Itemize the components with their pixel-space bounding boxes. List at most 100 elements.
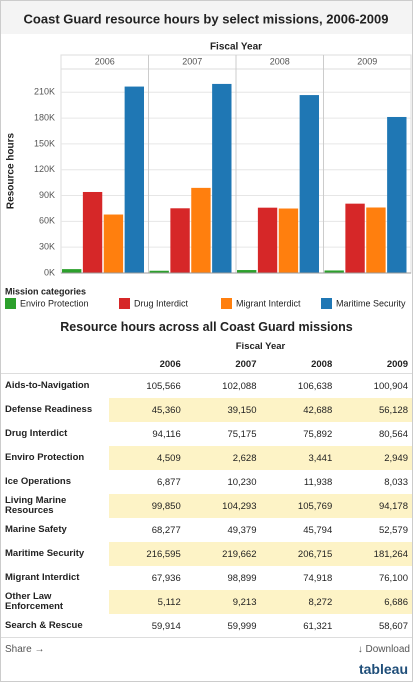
value-cell: 219,662 bbox=[184, 542, 261, 566]
bar bbox=[387, 116, 407, 274]
table-column-header: Fiscal Year bbox=[235, 340, 286, 352]
legend-label: Migrant Interdict bbox=[236, 298, 301, 308]
row-label: Aids-to-Navigation bbox=[5, 380, 90, 391]
value-cell: 106,638 bbox=[297, 380, 333, 392]
chart-title: Coast Guard resource hours by select mis… bbox=[24, 11, 389, 26]
legend-swatch bbox=[119, 298, 130, 309]
value-cell: 2,949 bbox=[336, 446, 412, 470]
value-cell: 181,264 bbox=[336, 542, 412, 566]
legend-title: Mission categories bbox=[5, 286, 86, 296]
table-row: Drug Interdict 94,116 75,175 75,892 80,564 bbox=[1, 422, 412, 446]
row-label: Other Law Enforcement bbox=[5, 591, 64, 612]
bar bbox=[257, 207, 278, 273]
bar bbox=[149, 270, 169, 273]
x-tick-label: 2006 bbox=[95, 56, 115, 66]
column-label: 2009 bbox=[336, 355, 412, 374]
bar bbox=[299, 95, 319, 273]
value-cell: 9,213 bbox=[184, 590, 261, 614]
y-tick-label: 180K bbox=[34, 112, 55, 122]
share-button[interactable]: Share → bbox=[5, 644, 45, 655]
value-cell: 3,441 bbox=[260, 446, 337, 470]
legend-swatch bbox=[221, 298, 232, 309]
bar bbox=[345, 203, 365, 273]
value-cell: 94,178 bbox=[336, 494, 412, 518]
value-cell: 76,100 bbox=[378, 572, 408, 584]
value-cell: 45,360 bbox=[109, 398, 185, 422]
value-cell: 206,715 bbox=[260, 542, 337, 566]
value-cell: 105,566 bbox=[146, 380, 181, 392]
table-row: Maritime Security 216,595 219,662 206,715 18… bbox=[1, 542, 412, 566]
x-tick-label: 2007 bbox=[182, 56, 202, 66]
bar bbox=[62, 269, 82, 273]
download-label: Download bbox=[365, 644, 410, 655]
y-tick-label: 60K bbox=[39, 216, 55, 226]
download-button[interactable]: ↓ Download bbox=[357, 644, 410, 655]
row-label: Living Marine Resources bbox=[5, 495, 67, 516]
bar bbox=[237, 270, 257, 273]
value-cell: 6,686 bbox=[336, 590, 412, 614]
value-cell: 74,918 bbox=[303, 572, 333, 584]
y-tick-label: 90K bbox=[39, 190, 55, 200]
row-label: Maritime Security bbox=[5, 548, 85, 559]
value-cell: 2,628 bbox=[184, 446, 261, 470]
value-cell: 58,607 bbox=[378, 620, 408, 632]
bar bbox=[324, 270, 344, 273]
table-row: Search & Rescue 59,914 59,999 61,321 58,607 bbox=[1, 614, 412, 638]
value-cell: 61,321 bbox=[303, 620, 333, 632]
x-tick-label: 2008 bbox=[270, 56, 290, 66]
y-tick-label: 120K bbox=[34, 164, 55, 174]
table-title: Resource hours across all Coast Guard mi… bbox=[60, 320, 353, 334]
row-label: Defense Readiness bbox=[5, 404, 93, 415]
corner-cell bbox=[1, 355, 109, 374]
value-cell: 94,116 bbox=[152, 428, 181, 440]
y-tick-label: 30K bbox=[39, 242, 55, 252]
value-cell: 45,794 bbox=[303, 524, 333, 536]
value-cell: 102,088 bbox=[222, 380, 257, 392]
value-cell: 8,272 bbox=[260, 590, 337, 614]
value-cell: 100,904 bbox=[373, 380, 408, 392]
legend-label: Enviro Protection bbox=[20, 298, 89, 308]
row-label: Migrant Interdict bbox=[5, 572, 80, 583]
table-panel: Resource hours across all Coast Guard mi… bbox=[1, 317, 412, 638]
table-row: Enviro Protection 4,509 2,628 3,441 2,949 bbox=[1, 446, 412, 470]
table-row: Defense Readiness 45,360 39,150 42,688 56,12… bbox=[1, 398, 412, 422]
bar bbox=[191, 187, 211, 273]
value-cell: 67,936 bbox=[151, 572, 181, 584]
bar bbox=[124, 86, 144, 273]
value-cell: 216,595 bbox=[109, 542, 185, 566]
table-row: Ice Operations 6,877 10,230 11,938 8,033 bbox=[1, 470, 412, 494]
y-tick-label: 150K bbox=[34, 138, 55, 148]
column-label: 2008 bbox=[260, 355, 337, 374]
value-cell: 80,564 bbox=[378, 428, 408, 440]
value-cell: 56,128 bbox=[336, 398, 412, 422]
value-cell: 8,033 bbox=[384, 476, 408, 488]
value-cell: 4,509 bbox=[109, 446, 185, 470]
table-row: Marine Safety 68,277 49,379 45,794 52,579 bbox=[1, 518, 412, 542]
row-label: Marine Safety bbox=[5, 524, 67, 535]
legend-swatch bbox=[5, 298, 16, 309]
value-cell: 5,112 bbox=[109, 590, 185, 614]
value-cell: 6,877 bbox=[156, 476, 181, 488]
value-cell: 75,175 bbox=[227, 428, 257, 440]
bar bbox=[278, 208, 299, 273]
value-cell: 98,899 bbox=[227, 572, 257, 584]
y-tick-label: 210K bbox=[34, 87, 55, 97]
header-row: 2006 2007 2008 2009 bbox=[1, 355, 412, 374]
value-cell: 52,579 bbox=[378, 524, 408, 536]
bar bbox=[366, 207, 386, 273]
x-tick-label: 2009 bbox=[357, 56, 377, 66]
y-axis-label: Resource hours bbox=[6, 132, 17, 209]
value-cell: 39,150 bbox=[184, 398, 261, 422]
value-cell: 105,769 bbox=[260, 494, 337, 518]
value-cell: 99,850 bbox=[109, 494, 185, 518]
table-row: Other Law Enforcement 5,112 9,213 8,272 6,68… bbox=[1, 590, 412, 614]
value-cell: 59,914 bbox=[151, 620, 181, 632]
value-cell: 49,379 bbox=[227, 524, 257, 536]
value-cell: 104,293 bbox=[184, 494, 261, 518]
legend-label: Maritime Security bbox=[336, 298, 406, 308]
toolbar: Share → ↓ Download bbox=[1, 637, 412, 658]
table-row: Aids-to-Navigation 105,566 102,088 106,638 1… bbox=[1, 374, 412, 399]
row-label: Enviro Protection bbox=[5, 452, 85, 463]
value-cell: 10,230 bbox=[227, 476, 257, 488]
